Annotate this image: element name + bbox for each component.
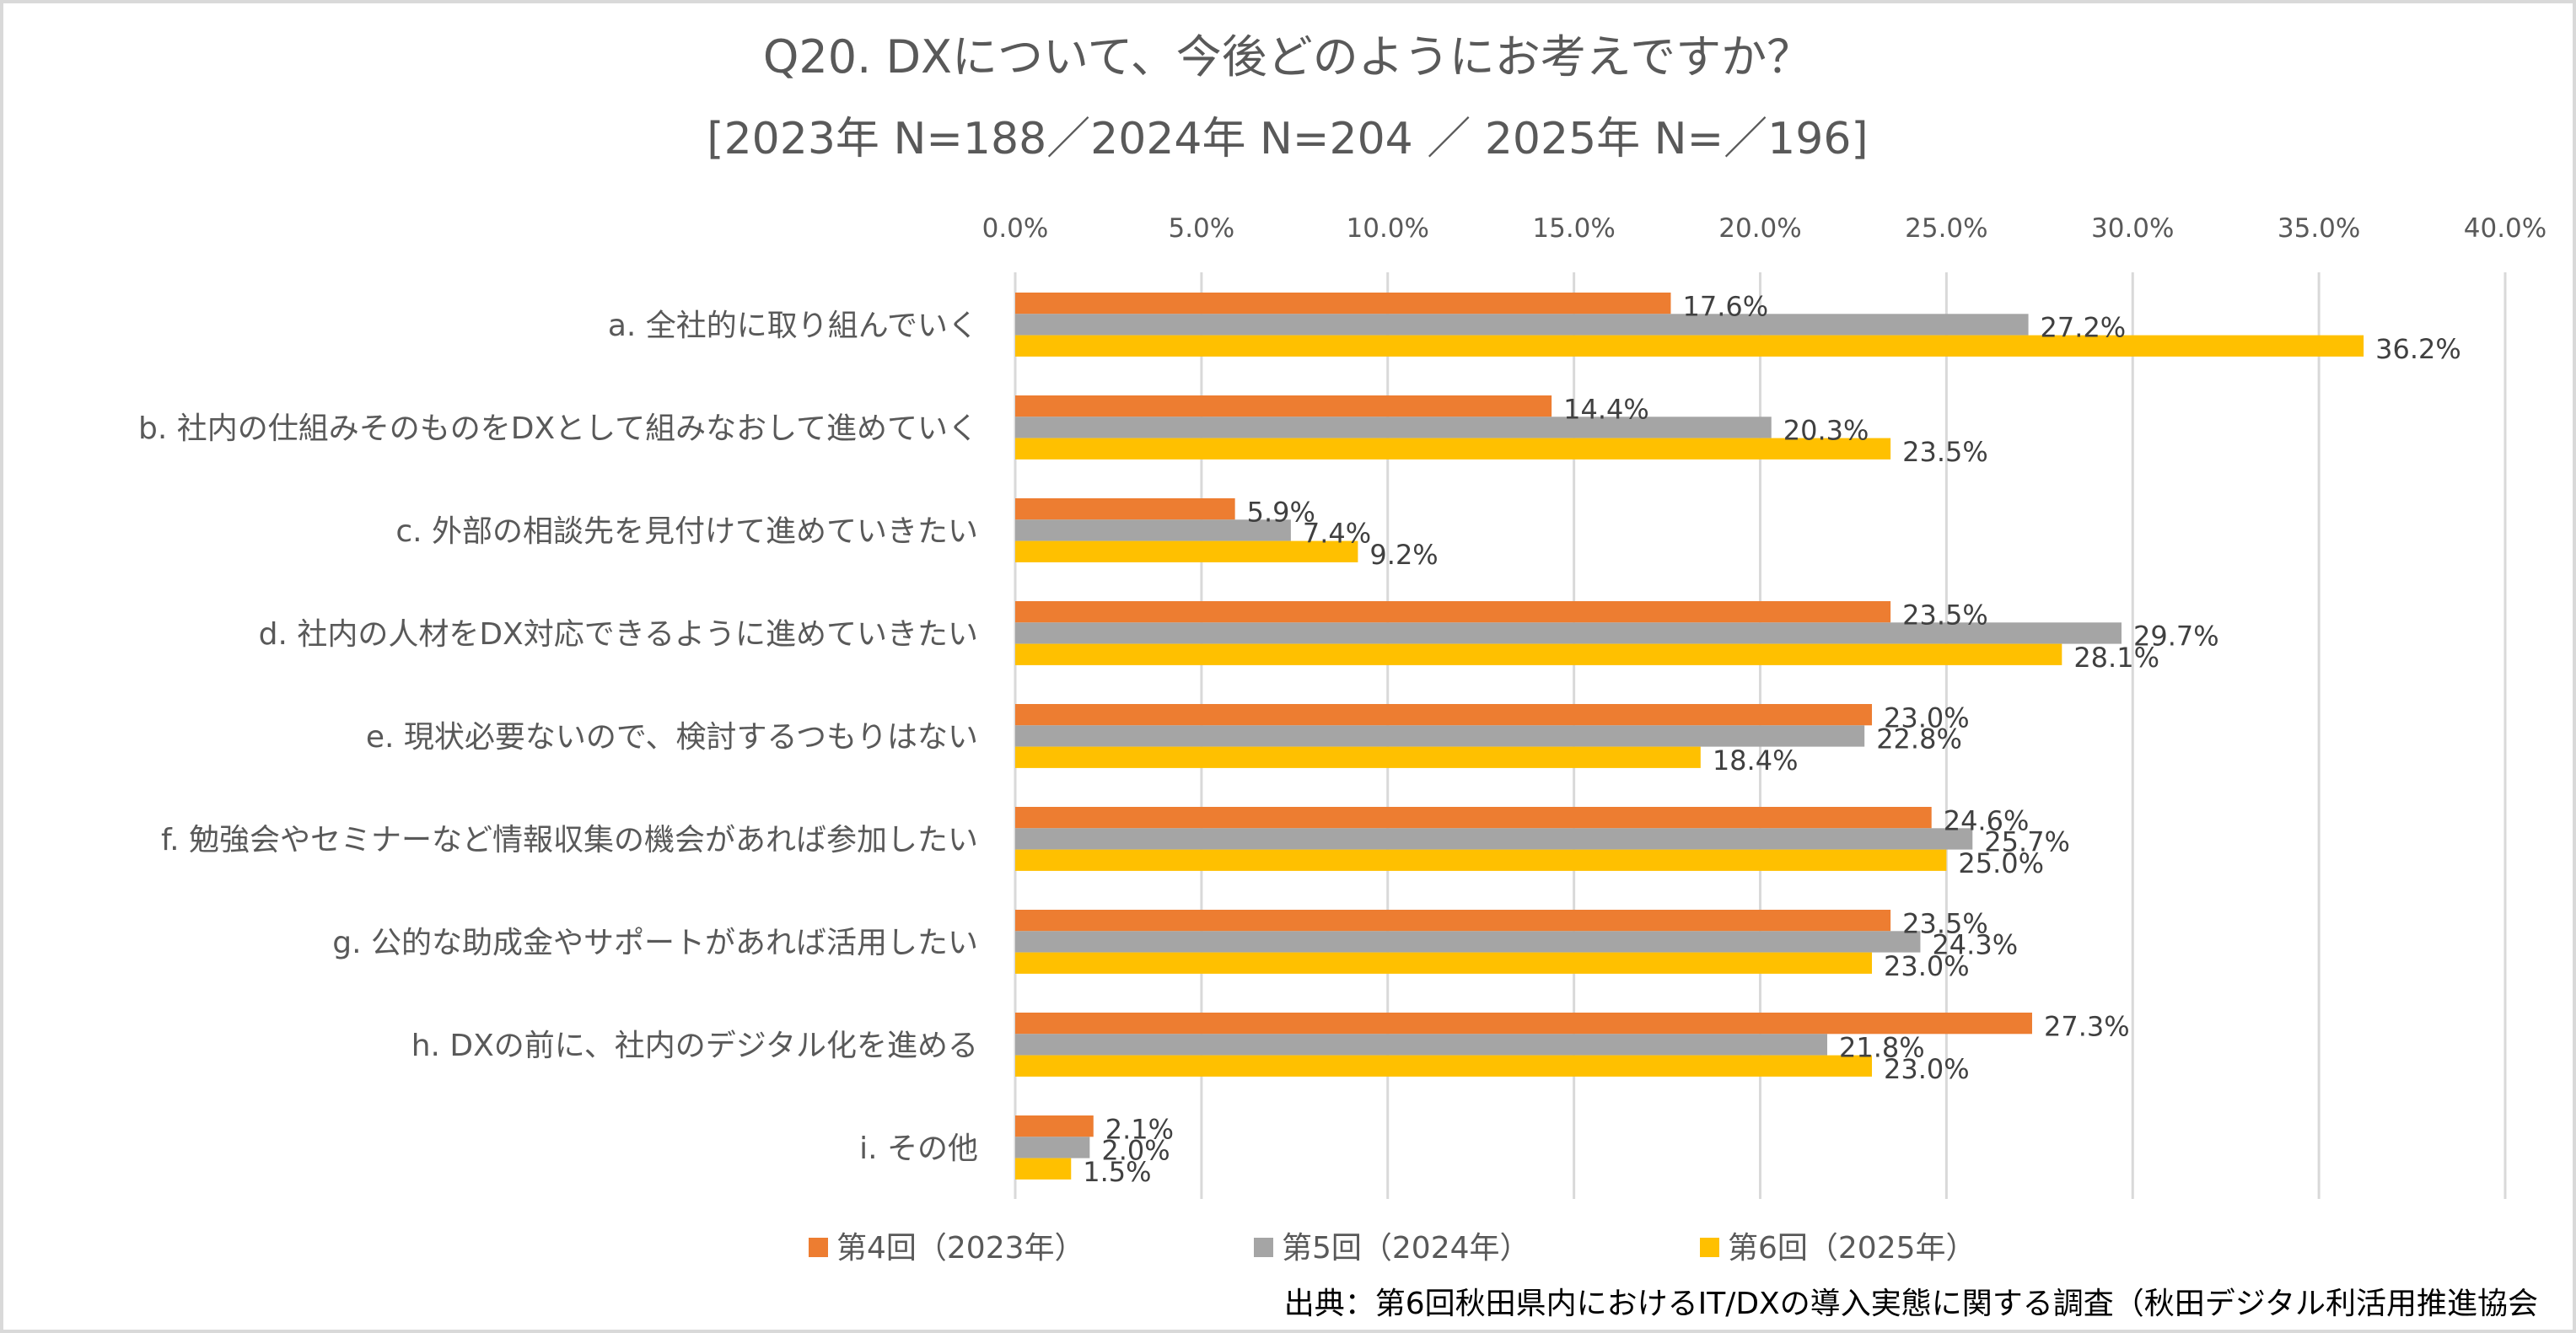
bar xyxy=(1015,335,2364,357)
x-tick-label: 15.0% xyxy=(1532,213,1615,244)
data-label: 23.5% xyxy=(1902,907,1988,939)
bar xyxy=(1015,293,1671,314)
source-note: 出典：第6回秋田県内におけるIT/DXの導入実態に関する調査（秋田デジタル利活用… xyxy=(1284,1287,2538,1321)
category-label: d. 社内の人材をDX対応できるように進めていきたい xyxy=(259,617,978,652)
x-tick-label: 25.0% xyxy=(1905,213,1987,244)
data-label: 23.0% xyxy=(1884,1053,1970,1085)
legend: 第4回（2023年） 第5回（2024年） 第6回（2025年） xyxy=(809,1231,1976,1266)
bar xyxy=(1015,519,1291,541)
legend-label: 第5回（2024年） xyxy=(1282,1231,1530,1266)
x-tick-label: 40.0% xyxy=(2464,213,2546,244)
data-label: 23.0% xyxy=(1884,950,1970,982)
data-label: 27.3% xyxy=(2044,1010,2130,1042)
bar xyxy=(1015,952,1873,974)
bar xyxy=(1015,622,2122,644)
bar xyxy=(1015,1034,1828,1056)
category-label: h. DXの前に、社内のデジタル化を進める xyxy=(411,1029,978,1063)
bar xyxy=(1015,395,1552,417)
bar xyxy=(1015,849,1947,871)
bar xyxy=(1015,1055,1873,1077)
x-tick-label: 5.0% xyxy=(1168,213,1234,244)
data-label: 5.9% xyxy=(1247,496,1315,528)
data-label: 24.3% xyxy=(1932,929,2018,961)
x-tick-label: 10.0% xyxy=(1347,213,1429,244)
data-label: 25.7% xyxy=(1984,826,2070,858)
legend-swatch xyxy=(1700,1238,1719,1257)
bar xyxy=(1015,931,1921,953)
bar xyxy=(1015,704,1873,726)
bar xyxy=(1015,540,1358,562)
data-label: 17.6% xyxy=(1682,290,1768,322)
bar xyxy=(1015,498,1235,520)
bar xyxy=(1015,1158,1072,1180)
data-label: 21.8% xyxy=(1839,1032,1925,1064)
legend-label: 第4回（2023年） xyxy=(836,1231,1085,1266)
data-label: 25.0% xyxy=(1958,847,2044,879)
legend-label: 第6回（2025年） xyxy=(1728,1231,1976,1266)
bar xyxy=(1015,438,1891,460)
bar xyxy=(1015,314,2029,336)
legend-swatch xyxy=(809,1238,828,1257)
bar xyxy=(1015,807,1932,829)
chart-subtitle: [2023年 N=188／2024年 N=204 ／ 2025年 N=／196] xyxy=(707,114,1868,164)
bar xyxy=(1015,1115,1094,1137)
category-labels: a. 全社的に取り組んでいく b. 社内の仕組みそのものをDXとして組みなおして進… xyxy=(138,309,978,1166)
bar xyxy=(1015,1137,1090,1158)
data-labels: 17.6% 27.2% 36.2% 14.4% 20.3% 23.5% 5.9%7.4%9.… xyxy=(1083,290,2461,1188)
data-label: 28.1% xyxy=(2073,642,2159,674)
bar xyxy=(1015,417,1772,438)
data-label: 29.7% xyxy=(2133,621,2219,653)
data-label: 14.4% xyxy=(1563,393,1649,425)
data-label: 24.6% xyxy=(1944,804,2030,836)
data-label: 23.5% xyxy=(1902,599,1988,631)
data-label: 23.5% xyxy=(1902,436,1988,468)
category-label: a. 全社的に取り組んでいく xyxy=(608,309,978,343)
bars xyxy=(1015,293,2364,1180)
data-label: 7.4% xyxy=(1303,518,1371,550)
category-label: i. その他 xyxy=(859,1131,978,1166)
x-axis-tick-labels: 0.0% 5.0% 10.0% 15.0% 20.0% 25.0% 30.0% 35.0% 40… xyxy=(982,213,2547,244)
category-label: f. 勉強会やセミナーなど情報収集の機会があれば参加したい xyxy=(161,823,978,857)
data-label: 27.2% xyxy=(2041,312,2127,344)
category-label: c. 外部の相談先を見付けて進めていきたい xyxy=(395,514,978,549)
bar xyxy=(1015,1013,2032,1035)
category-label: e. 現状必要ないので、検討するつもりはない xyxy=(366,720,978,755)
data-label: 2.0% xyxy=(1101,1135,1170,1167)
data-label: 22.8% xyxy=(1876,723,1962,755)
chart-title: Q20. DXについて、今後どのようにお考えですか？ xyxy=(763,30,1812,83)
x-tick-label: 35.0% xyxy=(2278,213,2360,244)
x-tick-label: 0.0% xyxy=(982,213,1049,244)
bar xyxy=(1015,746,1701,768)
data-label: 23.0% xyxy=(1884,701,1970,734)
data-label: 36.2% xyxy=(2375,333,2461,365)
category-label: b. 社内の仕組みそのものをDXとして組みなおして進めていく xyxy=(138,411,978,446)
bar xyxy=(1015,910,1891,932)
bar xyxy=(1015,601,1891,623)
data-label: 1.5% xyxy=(1083,1156,1151,1188)
bar xyxy=(1015,725,1865,747)
category-label: g. 公的な助成金やサポートがあれば活用したい xyxy=(332,926,978,960)
legend-swatch xyxy=(1254,1238,1273,1257)
x-tick-label: 30.0% xyxy=(2091,213,2174,244)
data-label: 20.3% xyxy=(1783,415,1869,447)
bar xyxy=(1015,643,2062,665)
data-label: 2.1% xyxy=(1105,1113,1174,1145)
bar xyxy=(1015,828,1973,850)
data-label: 18.4% xyxy=(1713,744,1799,777)
x-tick-label: 20.0% xyxy=(1718,213,1801,244)
data-label: 9.2% xyxy=(1369,539,1438,571)
